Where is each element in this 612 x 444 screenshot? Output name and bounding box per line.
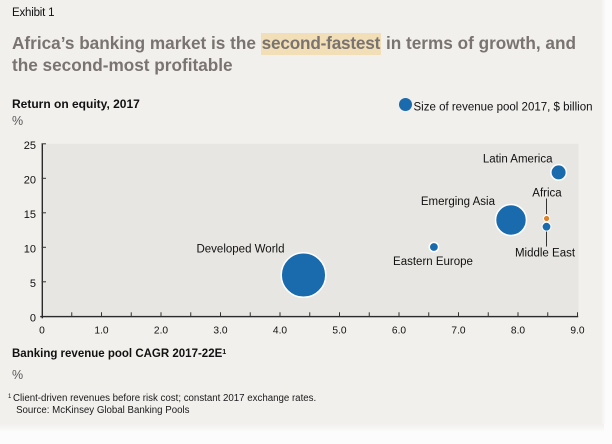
svg-text:8.0: 8.0 bbox=[511, 326, 525, 337]
svg-text:6.0: 6.0 bbox=[392, 326, 406, 337]
svg-text:15: 15 bbox=[24, 209, 36, 221]
svg-text:5: 5 bbox=[30, 278, 36, 290]
svg-text:0: 0 bbox=[30, 312, 36, 324]
svg-text:10: 10 bbox=[24, 243, 36, 255]
svg-text:9.0: 9.0 bbox=[570, 326, 584, 337]
svg-text:25: 25 bbox=[24, 140, 36, 152]
svg-text:0: 0 bbox=[39, 326, 45, 337]
svg-text:4.0: 4.0 bbox=[273, 326, 287, 337]
svg-text:20: 20 bbox=[24, 174, 36, 186]
svg-text:Developed World: Developed World bbox=[196, 244, 284, 256]
svg-text:2.0: 2.0 bbox=[154, 326, 168, 337]
svg-text:Africa: Africa bbox=[532, 187, 562, 199]
svg-text:7.0: 7.0 bbox=[451, 326, 465, 337]
svg-text:3.0: 3.0 bbox=[213, 326, 227, 337]
svg-text:Emerging Asia: Emerging Asia bbox=[421, 196, 496, 208]
svg-text:Latin America: Latin America bbox=[483, 154, 553, 166]
svg-text:Eastern Europe: Eastern Europe bbox=[393, 256, 473, 268]
svg-text:5.0: 5.0 bbox=[332, 326, 346, 337]
svg-text:Middle East: Middle East bbox=[515, 248, 576, 260]
svg-text:1.0: 1.0 bbox=[94, 326, 108, 337]
